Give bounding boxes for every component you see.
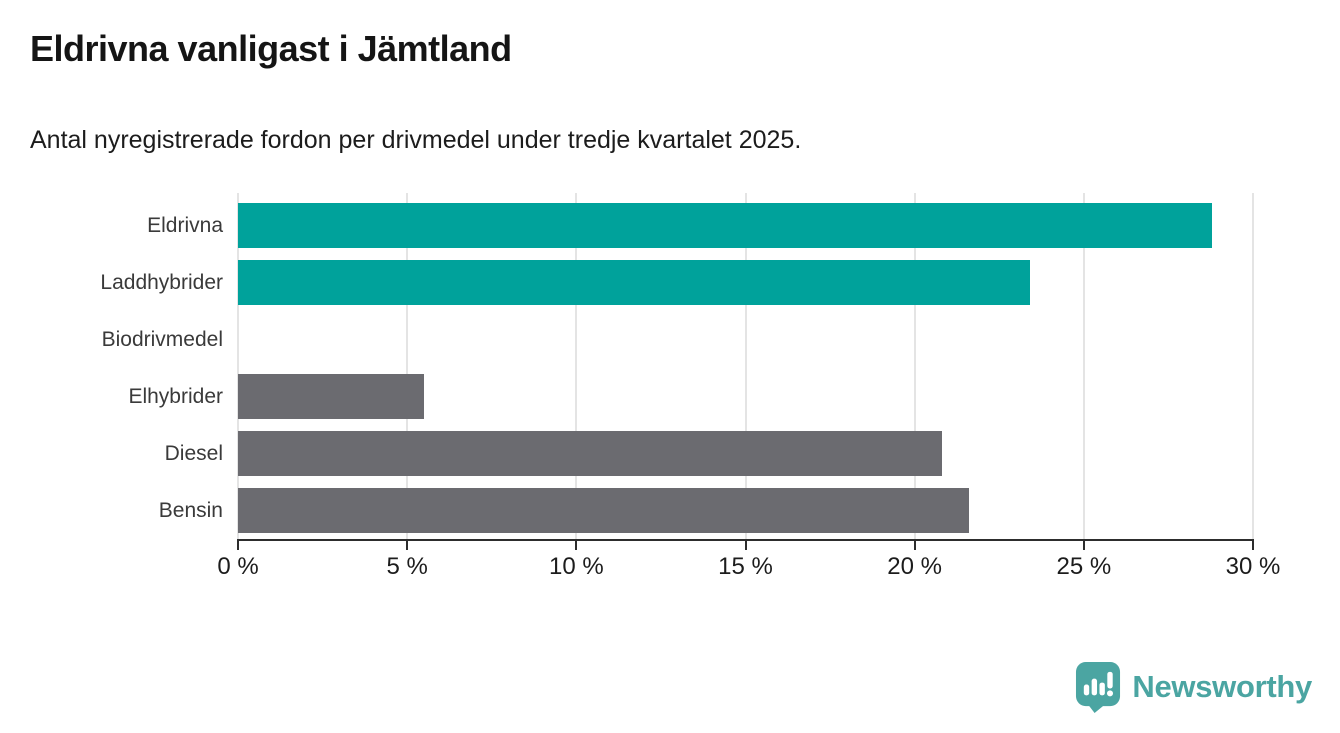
- bar: [238, 260, 1030, 305]
- bar-row: Laddhybrider: [100, 260, 1253, 305]
- category-label: Elhybrider: [128, 384, 223, 408]
- x-axis-tick-label: 25 %: [1056, 553, 1112, 580]
- x-axis-tick-label: 0 %: [217, 553, 259, 580]
- gridline: [1082, 193, 1085, 541]
- x-axis-tick-label: 20 %: [887, 553, 943, 580]
- bar: [238, 374, 425, 419]
- bar-row: Eldrivna: [147, 203, 1253, 248]
- x-axis-line: [237, 539, 1254, 541]
- newsworthy-wordmark: Newsworthy: [1132, 669, 1312, 704]
- newsworthy-logo: Newsworthy: [1075, 661, 1312, 713]
- gridline: [575, 193, 578, 541]
- bar-chart: 0 % 5 % 10 % 15 % 20 % 25 % 30 % Eldrivna Laddhy…: [100, 193, 1280, 580]
- category-label: Laddhybrider: [100, 270, 223, 294]
- bar: [238, 488, 969, 533]
- newsworthy-logo-icon: [1076, 662, 1121, 713]
- x-axis-tick-label: 5 %: [386, 553, 428, 580]
- x-axis-tick-label: 10 %: [548, 553, 604, 580]
- category-label: Eldrivna: [147, 213, 223, 237]
- x-axis-tick: [913, 541, 916, 550]
- x-axis-tick: [1252, 541, 1254, 550]
- bar-row: Elhybrider: [128, 374, 1253, 419]
- gridline: [913, 193, 916, 541]
- x-axis-tick: [744, 541, 747, 550]
- bars-container: Eldrivna Laddhybrider Biodrivmedel Elhybrid…: [100, 203, 1253, 545]
- bar: [238, 203, 1213, 248]
- x-axis-tick-label: 30 %: [1225, 553, 1281, 580]
- x-axis-tick: [237, 541, 239, 550]
- gridline: [237, 193, 239, 541]
- bar-row: Bensin: [159, 488, 1253, 533]
- x-axis-tick-label: 15 %: [718, 553, 773, 580]
- gridline: [406, 193, 409, 541]
- gridline: [1252, 193, 1254, 541]
- gridline: [744, 193, 747, 541]
- x-axis-tick: [406, 541, 409, 550]
- bar: [238, 431, 942, 476]
- x-axis-tick: [1082, 541, 1085, 550]
- bar-row: Diesel: [165, 431, 1253, 476]
- chart-subtitle: Antal nyregistrerade fordon per drivmede…: [30, 126, 802, 154]
- category-label: Bensin: [158, 498, 223, 522]
- category-label: Biodrivmedel: [101, 327, 223, 351]
- category-label: Diesel: [164, 441, 223, 465]
- x-axis-tick: [575, 541, 578, 550]
- page-title: Eldrivna vanligast i Jämtland: [30, 28, 512, 69]
- bar-row: Biodrivmedel: [102, 317, 1253, 362]
